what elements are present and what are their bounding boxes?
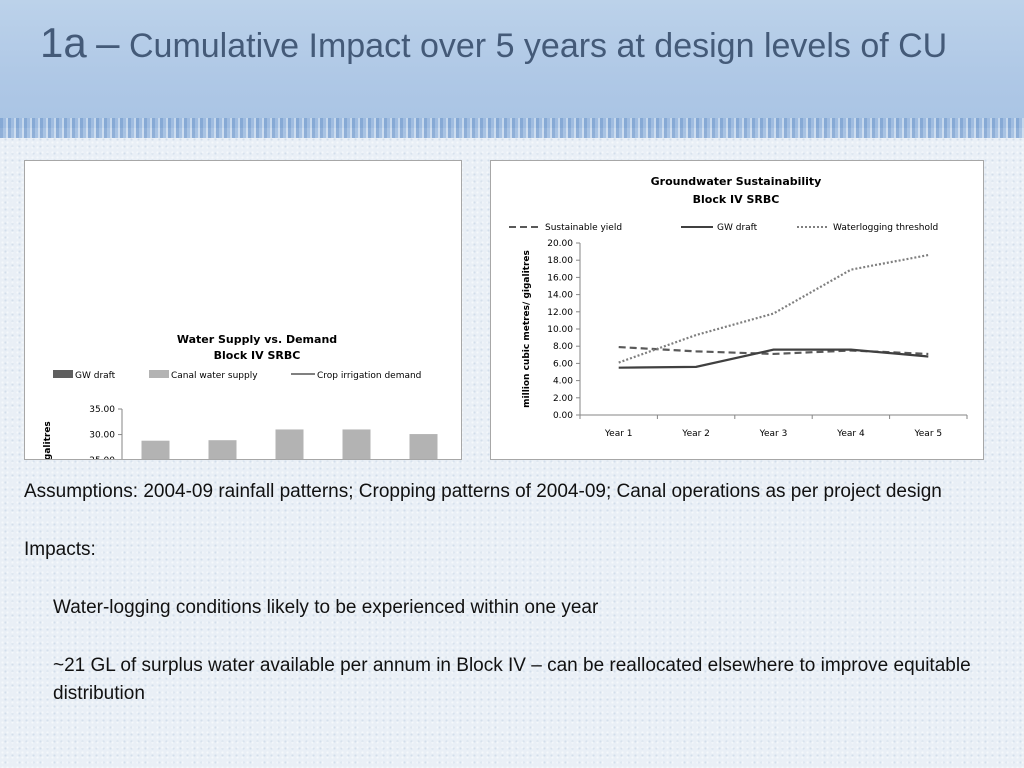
groundwater-sustainability-chart: Groundwater Sustainability Block IV SRBC S… — [490, 160, 984, 460]
legend-label-3: Crop irrigation demand — [317, 371, 421, 381]
water-supply-demand-svg: Water Supply vs. Demand Block IV SRBC GW d… — [43, 333, 438, 459]
y-tick-label: 2.00 — [553, 394, 573, 404]
y-tick-label: 12.00 — [547, 308, 573, 318]
y-axis-label: million cubic metres/gigalitres — [43, 421, 53, 459]
legend-label-1: Sustainable yield — [545, 223, 622, 233]
legend-swatch-2 — [149, 370, 169, 378]
bar-canal-supply — [342, 429, 371, 459]
y-axis-label: million cubic metres/ gigalitres — [522, 250, 532, 408]
title-dash: – — [96, 19, 120, 66]
x-tick-label: Year 2 — [681, 429, 710, 439]
line-waterlogging-threshold — [618, 253, 929, 364]
x-tick-label: Year 5 — [913, 429, 942, 439]
y-tick-label: 20.00 — [547, 239, 573, 249]
legend-swatch-1 — [53, 370, 73, 378]
chart-subtitle: Block IV SRBC — [693, 193, 780, 206]
chart-title: Groundwater Sustainability — [651, 175, 822, 188]
y-tick-label: 0.00 — [553, 411, 573, 421]
legend-label-3: Waterlogging threshold — [833, 223, 938, 233]
y-tick-label: 10.00 — [547, 325, 573, 335]
chart-title: Water Supply vs. Demand — [177, 333, 337, 346]
impact-item-1: Water-logging conditions likely to be ex… — [53, 597, 599, 618]
y-tick-label: 14.00 — [547, 291, 573, 301]
x-tick-label: Year 4 — [836, 429, 865, 439]
legend-label-1: GW draft — [75, 371, 116, 381]
x-tick-label: Year 3 — [759, 429, 788, 439]
line-gw-draft — [618, 348, 929, 369]
title-text: Cumulative Impact over 5 years at design… — [128, 27, 948, 65]
y-tick-label: 6.00 — [553, 359, 573, 369]
y-tick-label: 18.00 — [547, 256, 573, 266]
header-border — [0, 118, 1024, 138]
bar-canal-supply — [275, 429, 304, 459]
x-tick-label: Year 1 — [604, 429, 633, 439]
chart-subtitle: Block IV SRBC — [214, 349, 301, 362]
bar-canal-supply — [208, 440, 237, 459]
bar-canal-supply — [409, 434, 438, 459]
bar-canal-supply — [141, 440, 170, 459]
y-tick-label: 8.00 — [553, 342, 573, 352]
legend-label-2: Canal water supply — [171, 371, 258, 381]
slide-body: Assumptions: 2004-09 rainfall patterns; … — [24, 478, 999, 708]
y-tick-label: 35.00 — [89, 405, 115, 415]
y-tick-label: 16.00 — [547, 273, 573, 283]
y-tick-label: 4.00 — [553, 377, 573, 387]
assumptions-text: Assumptions: 2004-09 rainfall patterns; … — [24, 481, 942, 502]
slide-title: 1a – Cumulative Impact over 5 years at d… — [40, 22, 1000, 67]
impacts-label: Impacts: — [24, 539, 96, 560]
water-supply-demand-chart: Water Supply vs. Demand Block IV SRBC GW d… — [24, 160, 462, 460]
impact-item-2: ~21 GL of surplus water available per an… — [53, 655, 971, 704]
groundwater-sustainability-svg: Groundwater Sustainability Block IV SRBC S… — [509, 175, 968, 439]
y-tick-label: 25.00 — [89, 456, 115, 459]
y-tick-label: 30.00 — [89, 431, 115, 441]
title-number: 1a — [40, 19, 87, 66]
slide-header — [0, 0, 1024, 128]
legend-label-2: GW draft — [717, 223, 758, 233]
